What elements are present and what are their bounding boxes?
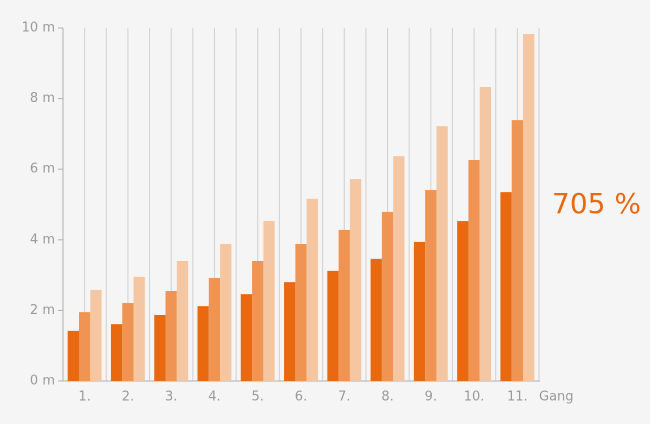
x-tick-label: 11. [507, 390, 528, 405]
bar [165, 290, 177, 381]
bar [284, 282, 296, 381]
bar [306, 198, 318, 381]
bar [78, 312, 91, 381]
bar [295, 244, 307, 381]
x-tick-label: 3. [165, 390, 177, 405]
x-tick-label: 6. [295, 390, 307, 405]
y-tick-label: 4 m [30, 232, 55, 247]
bar [370, 258, 382, 381]
x-tick-label: 1. [78, 390, 90, 405]
x-tick-label: 5. [252, 390, 264, 405]
bar [263, 221, 275, 381]
bar [90, 289, 102, 381]
bar [338, 229, 350, 381]
y-tick-label: 0 m [30, 374, 55, 389]
bar [479, 86, 492, 382]
bar [393, 156, 405, 381]
x-tick-label: 2. [122, 390, 134, 405]
bar [208, 277, 221, 381]
y-tick-label: 2 m [30, 303, 55, 318]
x-tick-label: 9. [425, 390, 437, 405]
bar [252, 260, 264, 381]
y-tick-label: 6 m [30, 162, 55, 177]
bar [176, 260, 189, 381]
bar [457, 221, 469, 381]
bar [154, 314, 166, 381]
bar [468, 160, 480, 381]
bar [436, 126, 448, 381]
bar [425, 190, 437, 381]
bar [413, 241, 426, 381]
bar [381, 211, 394, 381]
bar [240, 294, 253, 381]
bar [511, 120, 524, 382]
bar [327, 270, 339, 381]
bar [110, 324, 123, 381]
bar [67, 330, 79, 381]
bar [349, 179, 362, 381]
annotation: 705 % [552, 187, 641, 220]
bar [133, 276, 145, 381]
x-tick-label: 10. [464, 390, 485, 405]
x-tick-label: 4. [208, 390, 220, 405]
bar [197, 306, 209, 381]
bar [122, 302, 134, 381]
x-axis-label: Gang [539, 390, 574, 405]
bar [220, 244, 232, 381]
bar [500, 192, 512, 381]
x-tick-label: 7. [338, 390, 350, 405]
x-tick-label: 8. [381, 390, 393, 405]
y-tick-label: 10 m [22, 21, 55, 36]
bar [523, 34, 535, 381]
y-tick-label: 8 m [30, 91, 55, 106]
